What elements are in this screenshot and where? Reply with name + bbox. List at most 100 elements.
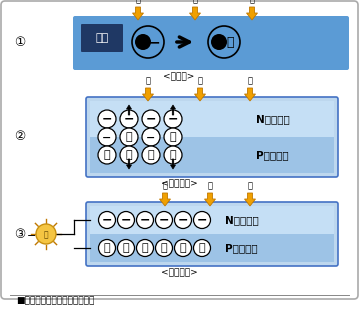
Text: ＋: ＋ xyxy=(170,151,176,161)
Text: ＋: ＋ xyxy=(170,133,176,142)
Text: −: − xyxy=(121,214,131,226)
FancyArrow shape xyxy=(126,159,131,169)
Text: <半導体>: <半導体> xyxy=(163,72,195,82)
Circle shape xyxy=(142,128,160,146)
Text: −: − xyxy=(197,214,207,226)
Circle shape xyxy=(117,211,135,228)
Text: −: − xyxy=(124,112,134,125)
Text: ②: ② xyxy=(14,130,25,144)
Text: ＋: ＋ xyxy=(104,151,110,161)
Text: 光: 光 xyxy=(197,76,202,85)
Text: N型半導体: N型半導体 xyxy=(225,215,259,225)
FancyBboxPatch shape xyxy=(90,234,334,262)
Text: 光: 光 xyxy=(250,0,255,4)
FancyArrow shape xyxy=(126,105,131,115)
FancyBboxPatch shape xyxy=(90,137,334,173)
FancyArrow shape xyxy=(190,7,200,20)
Circle shape xyxy=(98,146,116,164)
Text: 光: 光 xyxy=(208,181,213,190)
Text: 光: 光 xyxy=(247,181,252,190)
Circle shape xyxy=(98,128,116,146)
FancyBboxPatch shape xyxy=(86,97,338,177)
Text: −: − xyxy=(178,214,188,226)
Text: ＋: ＋ xyxy=(226,36,234,49)
Text: −: − xyxy=(102,133,112,142)
Text: <太陽電池>: <太陽電池> xyxy=(160,268,197,278)
FancyArrow shape xyxy=(195,88,205,101)
Text: −: − xyxy=(168,112,178,125)
FancyArrow shape xyxy=(244,193,256,206)
Circle shape xyxy=(194,239,210,256)
Circle shape xyxy=(142,110,160,128)
FancyArrow shape xyxy=(247,7,257,20)
FancyArrow shape xyxy=(159,193,171,206)
FancyArrow shape xyxy=(244,88,256,101)
Circle shape xyxy=(117,239,135,256)
Text: 電: 電 xyxy=(44,230,48,239)
Text: −: − xyxy=(148,35,160,49)
FancyArrow shape xyxy=(205,193,215,206)
Text: −: − xyxy=(146,133,156,142)
Circle shape xyxy=(36,224,56,244)
Circle shape xyxy=(194,211,210,228)
Circle shape xyxy=(174,239,191,256)
Circle shape xyxy=(135,34,151,50)
Text: ①: ① xyxy=(14,37,25,49)
FancyBboxPatch shape xyxy=(90,206,334,234)
FancyArrow shape xyxy=(171,105,176,115)
FancyArrow shape xyxy=(143,88,154,101)
Circle shape xyxy=(142,146,160,164)
Text: −: − xyxy=(27,231,37,241)
Text: P型半導体: P型半導体 xyxy=(225,243,258,253)
FancyArrow shape xyxy=(171,159,176,169)
Text: 光: 光 xyxy=(247,76,252,85)
Text: 光: 光 xyxy=(145,76,150,85)
Text: 光: 光 xyxy=(192,0,197,4)
Text: −: − xyxy=(102,214,112,226)
FancyArrow shape xyxy=(132,7,144,20)
Circle shape xyxy=(98,110,116,128)
Text: ＋: ＋ xyxy=(161,243,167,254)
Text: <太陽電池>: <太陽電池> xyxy=(160,180,197,188)
Text: ＋: ＋ xyxy=(148,151,154,161)
Text: −: − xyxy=(102,112,112,125)
FancyBboxPatch shape xyxy=(1,1,358,299)
Circle shape xyxy=(132,26,164,58)
FancyBboxPatch shape xyxy=(90,101,334,137)
Text: −: − xyxy=(159,214,169,226)
Circle shape xyxy=(120,146,138,164)
Text: ■太陽光パネルの発電イメージ: ■太陽光パネルの発電イメージ xyxy=(16,296,94,306)
Circle shape xyxy=(136,239,154,256)
Circle shape xyxy=(98,211,116,228)
Text: P型半導体: P型半導体 xyxy=(256,150,289,160)
Text: ＋: ＋ xyxy=(123,243,129,254)
FancyBboxPatch shape xyxy=(86,202,338,266)
Text: ＋: ＋ xyxy=(199,243,205,254)
Text: 光: 光 xyxy=(163,181,168,190)
Circle shape xyxy=(211,34,227,50)
Text: −: − xyxy=(140,214,150,226)
Circle shape xyxy=(120,128,138,146)
Text: ③: ③ xyxy=(14,227,25,240)
Text: ＋: ＋ xyxy=(126,151,132,161)
Circle shape xyxy=(164,146,182,164)
Circle shape xyxy=(164,128,182,146)
Text: 原子: 原子 xyxy=(95,33,109,43)
Circle shape xyxy=(208,26,240,58)
Text: ＋: ＋ xyxy=(180,243,186,254)
Circle shape xyxy=(164,110,182,128)
Text: 光: 光 xyxy=(135,0,140,4)
Circle shape xyxy=(174,211,191,228)
Text: −: − xyxy=(146,112,156,125)
Text: ＋: ＋ xyxy=(126,133,132,142)
FancyBboxPatch shape xyxy=(81,24,123,52)
Circle shape xyxy=(155,239,173,256)
Circle shape xyxy=(120,110,138,128)
Circle shape xyxy=(98,239,116,256)
Circle shape xyxy=(136,211,154,228)
Circle shape xyxy=(155,211,173,228)
Text: ＋: ＋ xyxy=(104,243,110,254)
Text: N型半導体: N型半導体 xyxy=(256,114,290,124)
FancyBboxPatch shape xyxy=(73,16,349,70)
Text: ＋: ＋ xyxy=(142,243,148,254)
